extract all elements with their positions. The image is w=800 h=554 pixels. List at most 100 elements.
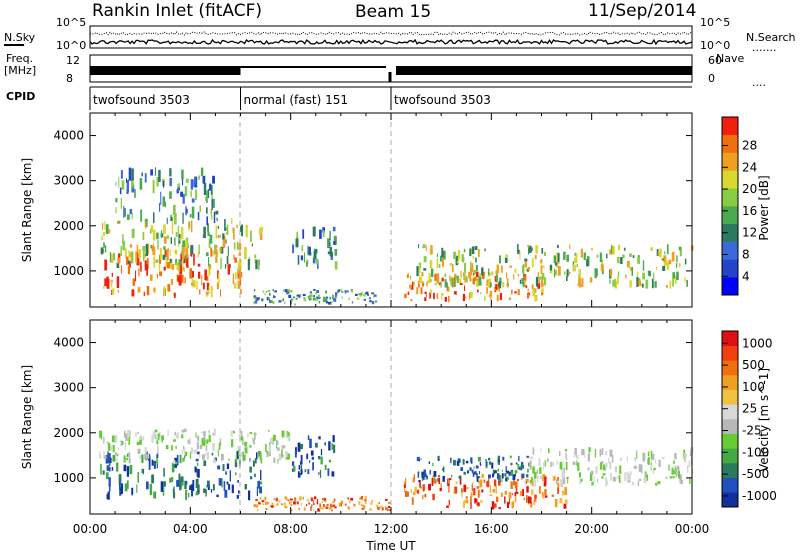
scatter-cell <box>253 296 256 300</box>
scatter-cell <box>526 295 529 299</box>
scatter-cell <box>106 440 109 444</box>
scatter-cell <box>488 457 491 461</box>
scatter-cell <box>185 254 189 267</box>
scatter-cell <box>185 489 188 501</box>
scatter-cell <box>124 441 127 450</box>
scatter-cell <box>541 491 544 498</box>
nave-label: Nave <box>716 52 744 65</box>
scatter-cell <box>430 268 434 278</box>
scatter-cell <box>601 476 604 479</box>
scatter-cell <box>179 454 182 464</box>
scatter-cell <box>495 283 497 290</box>
scatter-cell <box>325 290 328 294</box>
scatter-cell <box>270 505 274 508</box>
scatter-cell <box>334 249 338 256</box>
scatter-cell <box>334 295 337 299</box>
scatter-cell <box>227 246 229 256</box>
freq-traces <box>90 66 692 82</box>
scatter-cell <box>529 245 532 253</box>
scatter-cell <box>196 467 198 477</box>
scatter-cell <box>657 481 661 484</box>
scatter-cell <box>661 258 665 261</box>
scatter-cell <box>145 458 148 461</box>
scatter-cell <box>602 464 606 471</box>
scatter-cell <box>321 498 325 500</box>
scatter-cell <box>154 434 157 440</box>
scatter-cell <box>420 287 423 295</box>
scatter-cell <box>300 503 302 506</box>
scatter-cell <box>269 299 271 302</box>
scatter-cell <box>177 225 179 238</box>
scatter-cell <box>470 496 472 504</box>
scatter-cell <box>477 489 480 498</box>
scatter-cell <box>514 268 517 273</box>
scatter-cell <box>514 481 518 489</box>
scatter-cell <box>485 459 487 462</box>
scatter-cell <box>363 505 366 509</box>
scatter-cell <box>472 473 475 477</box>
scatter-cell <box>588 447 591 453</box>
scatter-cell <box>647 457 650 465</box>
scatter-cell <box>165 445 169 450</box>
scatter-cell <box>106 278 110 289</box>
scatter-cell <box>171 263 175 270</box>
scatter-cell <box>440 255 443 262</box>
scatter-cell <box>501 479 503 483</box>
scatter-cell <box>515 462 518 465</box>
scatter-cell <box>306 261 308 267</box>
scatter-cell <box>498 255 501 264</box>
scatter-cell <box>636 450 638 459</box>
scatter-cell <box>137 448 141 454</box>
scatter-cell <box>117 289 120 293</box>
scatter-cell <box>477 248 480 257</box>
scatter-cell <box>152 229 156 241</box>
scatter-cell <box>638 280 642 287</box>
scatter-cell <box>620 257 623 264</box>
scatter-cell <box>631 266 633 276</box>
scatter-cell <box>202 176 206 184</box>
colorbar-swatch-8 <box>722 134 738 153</box>
scatter-cell <box>436 258 439 269</box>
scatter-cell <box>633 465 637 469</box>
scatter-cell <box>449 275 451 281</box>
scatter-cell <box>587 467 590 471</box>
scatter-cell <box>381 507 384 511</box>
scatter-cell <box>260 226 264 232</box>
scatter-cell <box>111 289 113 296</box>
scatter-cell <box>153 287 156 292</box>
scatter-cell <box>494 275 497 282</box>
scatter-cell <box>228 484 231 490</box>
scatter-cell <box>297 471 300 478</box>
scatter-cell <box>178 262 181 272</box>
scatter-cell <box>120 441 124 445</box>
scatter-cell <box>327 238 330 248</box>
nave-dots: .... <box>752 76 766 89</box>
colorbar-swatch-0 <box>722 492 738 508</box>
scatter-cell <box>162 486 165 496</box>
scatter-cell <box>108 467 111 472</box>
scatter-cell <box>620 457 623 462</box>
scatter-cell <box>238 490 240 494</box>
scatter-cell <box>127 260 130 265</box>
scatter-cell <box>472 246 475 254</box>
scatter-cell <box>254 300 258 304</box>
scatter-cell <box>255 504 259 508</box>
scatter-cell <box>479 479 483 488</box>
scatter-cell <box>296 236 298 240</box>
scatter-cell <box>332 226 336 232</box>
scatter-cell <box>169 178 172 187</box>
scatter-cell <box>286 291 288 295</box>
scatter-cell <box>629 253 632 257</box>
scatter-cell <box>281 448 283 457</box>
scatter-cell <box>235 454 238 463</box>
scatter-cell <box>255 259 258 270</box>
scatter-cell <box>127 265 130 275</box>
scatter-cell <box>332 296 334 300</box>
scatter-cell <box>156 273 158 279</box>
scatter-cell <box>124 430 126 438</box>
scatter-cell <box>418 458 420 462</box>
scatter-cell <box>637 481 640 487</box>
scatter-cell <box>211 198 215 208</box>
